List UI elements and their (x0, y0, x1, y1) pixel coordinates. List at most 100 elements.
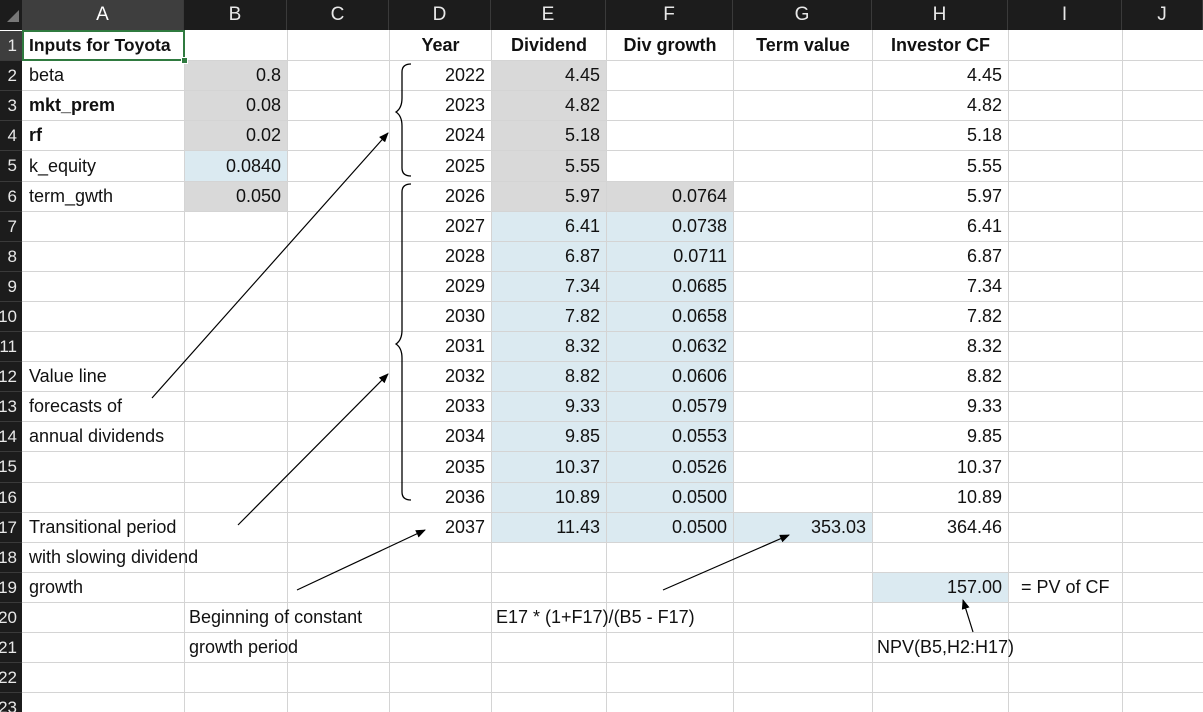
investor-cf-cell[interactable]: 5.55 (966, 155, 1002, 176)
npv-formula-note[interactable]: NPV(B5,H2:H17) (877, 637, 1015, 657)
row-header-2[interactable]: 2 (0, 61, 22, 91)
investor-cf-cell[interactable]: 7.34 (966, 276, 1002, 296)
value-line-note[interactable]: annual dividends (29, 426, 165, 446)
div-growth-cell[interactable]: 0.0632 (607, 332, 733, 361)
column-header-i[interactable]: I (1008, 0, 1122, 30)
input-value-beta[interactable]: 0.8 (185, 61, 287, 90)
div-growth-cell[interactable]: 0.0579 (607, 392, 733, 421)
year-cell[interactable]: 2023 (444, 95, 485, 115)
row-header-19[interactable]: 19 (0, 573, 22, 603)
row-header-3[interactable]: 3 (0, 91, 22, 121)
term-value-cell[interactable] (734, 212, 872, 241)
investor-cf-cell[interactable]: 9.33 (966, 396, 1002, 416)
row-header-10[interactable]: 10 (0, 302, 22, 332)
column-header-h[interactable]: H (872, 0, 1008, 30)
dividend-cell[interactable]: 5.97 (492, 182, 606, 211)
term-value-cell[interactable] (734, 452, 872, 482)
column-header-j[interactable]: J (1122, 0, 1203, 30)
div-growth-cell[interactable]: 0.0553 (607, 422, 733, 451)
investor-cf-cell[interactable]: 5.18 (966, 125, 1002, 145)
year-cell[interactable]: 2035 (444, 456, 485, 477)
column-header-b[interactable]: B (184, 0, 287, 30)
dividend-cell[interactable]: 7.34 (492, 272, 606, 301)
row-header-17[interactable]: 17 (0, 513, 22, 543)
row-header-18[interactable]: 18 (0, 543, 22, 573)
header-investor-cf[interactable]: Investor CF (890, 35, 991, 55)
inputs-title[interactable]: Inputs for Toyota (29, 35, 171, 55)
row-header-6[interactable]: 6 (0, 182, 22, 212)
investor-cf-cell[interactable]: 8.82 (966, 366, 1002, 386)
pv-value-cell[interactable]: 157.00 (873, 573, 1008, 602)
year-cell[interactable]: 2026 (444, 186, 485, 206)
value-line-note[interactable]: forecasts of (29, 396, 123, 416)
year-cell[interactable]: 2034 (444, 426, 485, 446)
investor-cf-cell[interactable]: 4.45 (966, 65, 1002, 85)
dividend-cell[interactable]: 7.82 (492, 302, 606, 331)
column-header-g[interactable]: G (733, 0, 872, 30)
fill-handle[interactable] (181, 57, 188, 64)
dividend-cell[interactable]: 9.85 (492, 422, 606, 451)
div-growth-cell[interactable]: 0.0685 (607, 272, 733, 301)
term-value-cell[interactable] (734, 91, 872, 120)
row-header-21[interactable]: 21 (0, 633, 22, 663)
dividend-cell[interactable]: 11.43 (492, 513, 606, 542)
term-value-cell[interactable] (734, 121, 872, 150)
dividend-cell[interactable]: 8.82 (492, 362, 606, 391)
investor-cf-cell[interactable]: 8.32 (966, 336, 1002, 356)
input-label-mkt-prem[interactable]: mkt_prem (29, 95, 116, 115)
dividend-cell[interactable]: 10.89 (492, 483, 606, 512)
term-value-cell[interactable] (734, 332, 872, 361)
year-cell[interactable]: 2036 (444, 487, 485, 507)
transitional-note[interactable]: with slowing dividend (29, 547, 199, 567)
row-header-15[interactable]: 15 (0, 452, 22, 483)
term-value-cell[interactable] (734, 272, 872, 301)
term-value-cell[interactable]: 353.03 (734, 513, 872, 542)
row-header-11[interactable]: 11 (0, 332, 22, 362)
year-cell[interactable]: 2030 (444, 306, 485, 326)
dividend-cell[interactable]: 8.32 (492, 332, 606, 361)
row-header-5[interactable]: 5 (0, 151, 22, 182)
div-growth-cell[interactable]: 0.0606 (607, 362, 733, 391)
term-value-cell[interactable] (734, 242, 872, 271)
investor-cf-cell[interactable]: 364.46 (946, 517, 1002, 537)
year-cell[interactable]: 2022 (444, 65, 485, 85)
dividend-cell[interactable]: 4.45 (492, 61, 606, 90)
investor-cf-cell[interactable]: 5.97 (966, 186, 1002, 206)
investor-cf-cell[interactable]: 6.87 (966, 246, 1002, 266)
pv-label[interactable]: = PV of CF (1021, 577, 1110, 597)
term-value-cell[interactable] (734, 362, 872, 391)
constant-growth-note[interactable]: Beginning of constant (189, 607, 363, 627)
row-header-23[interactable]: 23 (0, 693, 22, 712)
div-growth-cell[interactable] (607, 151, 733, 181)
row-header-4[interactable]: 4 (0, 121, 22, 151)
term-value-cell[interactable] (734, 392, 872, 421)
input-label-beta[interactable]: beta (29, 65, 65, 85)
div-growth-cell[interactable] (607, 61, 733, 90)
investor-cf-cell[interactable]: 4.82 (966, 95, 1002, 115)
year-cell[interactable]: 2025 (444, 155, 485, 176)
investor-cf-cell[interactable]: 9.85 (966, 426, 1002, 446)
row-header-7[interactable]: 7 (0, 212, 22, 242)
input-label-term-gwth[interactable]: term_gwth (29, 186, 114, 206)
row-header-9[interactable]: 9 (0, 272, 22, 302)
header-dividend[interactable]: Dividend (510, 35, 587, 55)
header-div-growth[interactable]: Div growth (623, 35, 717, 55)
div-growth-cell[interactable]: 0.0764 (607, 182, 733, 211)
input-label-rf[interactable]: rf (29, 125, 42, 145)
transitional-note[interactable]: Transitional period (29, 517, 177, 537)
input-value-k-equity[interactable]: 0.0840 (185, 151, 287, 181)
constant-growth-note[interactable]: growth period (189, 637, 299, 657)
row-header-22[interactable]: 22 (0, 663, 22, 693)
div-growth-cell[interactable]: 0.0738 (607, 212, 733, 241)
investor-cf-cell[interactable]: 10.37 (956, 456, 1002, 477)
div-growth-cell[interactable]: 0.0526 (607, 452, 733, 482)
investor-cf-cell[interactable]: 6.41 (966, 216, 1002, 236)
column-header-a[interactable]: A (22, 0, 184, 30)
year-cell[interactable]: 2029 (444, 276, 485, 296)
div-growth-cell[interactable]: 0.0500 (607, 483, 733, 512)
investor-cf-cell[interactable]: 10.89 (956, 487, 1002, 507)
investor-cf-cell[interactable]: 7.82 (966, 306, 1002, 326)
year-cell[interactable]: 2032 (444, 366, 485, 386)
term-value-cell[interactable] (734, 422, 872, 451)
div-growth-cell[interactable]: 0.0500 (607, 513, 733, 542)
